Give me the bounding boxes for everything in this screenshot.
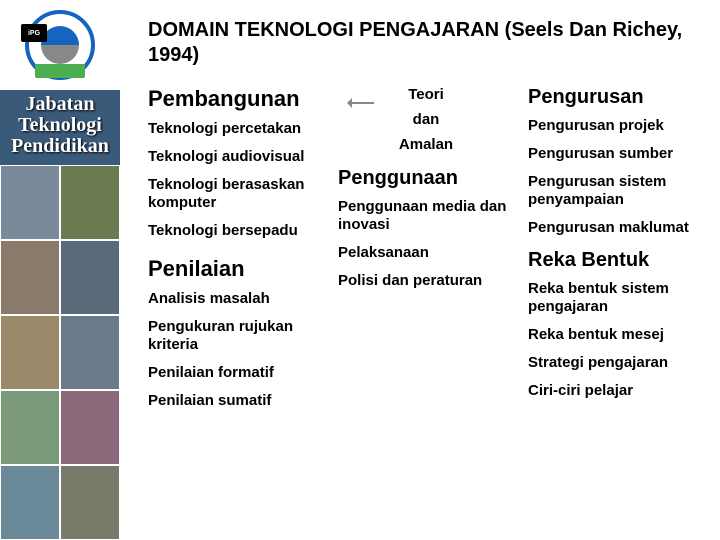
sidebar-photo xyxy=(0,315,60,390)
column-right: Pengurusan Pengurusan projek Pengurusan … xyxy=(528,86,704,420)
slide-content: DOMAIN TEKNOLOGI PENGAJARAN (Seels Dan R… xyxy=(120,0,720,540)
list-item: Teknologi berasaskan komputer xyxy=(148,176,324,212)
sidebar: iPG JabatanTeknologiPendidikan xyxy=(0,0,120,540)
heading-pengurusan: Pengurusan xyxy=(528,86,704,109)
list-item: Pengurusan maklumat xyxy=(528,219,704,237)
sidebar-photo xyxy=(0,165,60,240)
logo-tag: iPG xyxy=(21,24,47,42)
heading-penggunaan: Penggunaan xyxy=(338,167,458,190)
list-item: Polisi dan peraturan xyxy=(338,272,482,290)
list-item: Teknologi bersepadu xyxy=(148,222,324,240)
heading-rekabentuk: Reka Bentuk xyxy=(528,249,704,272)
logo-area: iPG xyxy=(0,0,120,90)
sidebar-photo xyxy=(60,465,120,540)
sidebar-photo xyxy=(0,390,60,465)
slide-title: DOMAIN TEKNOLOGI PENGAJARAN (Seels Dan R… xyxy=(148,18,704,68)
list-item: Penggunaan media dan inovasi xyxy=(338,198,514,234)
list-item: Reka bentuk mesej xyxy=(528,326,704,344)
department-label: JabatanTeknologiPendidikan xyxy=(0,90,120,165)
list-item: Strategi pengajaran xyxy=(528,354,704,372)
heading-penilaian: Penilaian xyxy=(148,256,324,282)
list-item: Pelaksanaan xyxy=(338,244,429,262)
teori-label: Teori xyxy=(408,86,444,103)
list-item: Penilaian formatif xyxy=(148,364,324,382)
list-item: Analisis masalah xyxy=(148,290,324,308)
sidebar-photo xyxy=(60,390,120,465)
sidebar-photo xyxy=(60,165,120,240)
list-item: Pengurusan sumber xyxy=(528,145,704,163)
list-item: Reka bentuk sistem pengajaran xyxy=(528,280,704,316)
column-middle: Teori dan Amalan Penggunaan Penggunaan m… xyxy=(338,86,514,420)
column-left: Pembangunan Teknologi percetakan Teknolo… xyxy=(148,86,324,420)
list-item: Penilaian sumatif xyxy=(148,392,324,410)
sidebar-photo xyxy=(0,240,60,315)
list-item: Ciri-ciri pelajar xyxy=(528,382,704,400)
list-item: Pengurusan projek xyxy=(528,117,704,135)
dan-label: dan xyxy=(413,111,440,128)
sidebar-photo xyxy=(60,240,120,315)
list-item: Teknologi audiovisual xyxy=(148,148,324,166)
list-item: Teknologi percetakan xyxy=(148,120,324,138)
list-item: Pengurusan sistem penyampaian xyxy=(528,173,704,209)
list-item: Pengukuran rujukan kriteria xyxy=(148,318,324,354)
logo-icon: iPG xyxy=(25,10,95,80)
amalan-label: Amalan xyxy=(399,136,453,153)
sidebar-photo xyxy=(60,315,120,390)
sidebar-photo xyxy=(0,465,60,540)
photo-grid xyxy=(0,165,120,540)
heading-pembangunan: Pembangunan xyxy=(148,86,324,112)
arrow-icon xyxy=(348,102,374,104)
